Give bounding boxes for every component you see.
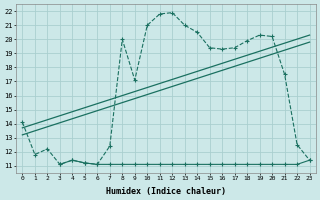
X-axis label: Humidex (Indice chaleur): Humidex (Indice chaleur)	[106, 187, 226, 196]
